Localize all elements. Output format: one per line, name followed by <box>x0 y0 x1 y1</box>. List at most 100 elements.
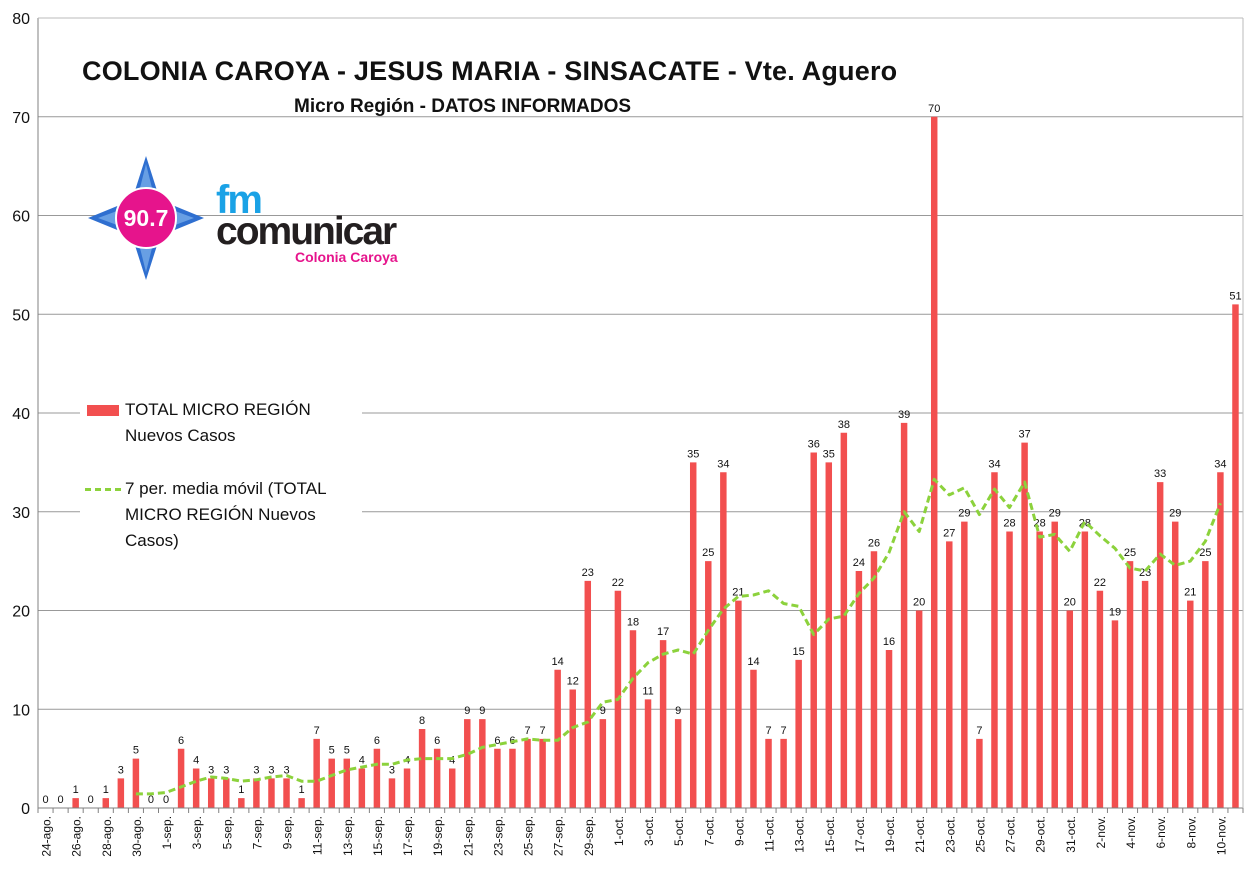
x-tick-label: 15-oct. <box>823 816 837 853</box>
bar-value-label: 5 <box>133 745 139 757</box>
bar-value-label: 1 <box>103 784 109 796</box>
bar <box>825 462 833 808</box>
bar <box>238 798 245 808</box>
bar-value-label: 5 <box>344 745 350 757</box>
bar <box>1156 482 1164 808</box>
bar <box>720 472 727 808</box>
bar <box>448 768 456 808</box>
legend-line-label-2: MICRO REGIÓN Nuevos <box>125 505 316 524</box>
bar <box>388 778 396 808</box>
x-tick-label: 19-sep. <box>431 816 445 856</box>
bar <box>1096 590 1104 808</box>
bar <box>1171 521 1179 808</box>
bar-value-label: 8 <box>419 715 425 727</box>
bar <box>1051 521 1058 808</box>
bar-value-label: 27 <box>943 527 955 539</box>
bar-value-label: 29 <box>1169 508 1181 520</box>
bar-value-label: 25 <box>702 547 714 559</box>
bar <box>1021 442 1028 808</box>
x-tick-label: 21-oct. <box>913 816 927 853</box>
bar <box>674 719 682 808</box>
bar-value-label: 35 <box>687 448 699 460</box>
bar-value-label: 3 <box>253 764 259 776</box>
bar-value-label: 4 <box>193 755 199 767</box>
x-tick-label: 9-oct. <box>732 816 746 846</box>
bar-value-label: 37 <box>1018 429 1030 441</box>
bar-value-label: 19 <box>1109 606 1121 618</box>
y-tick-label: 70 <box>12 110 30 127</box>
bar-value-label: 26 <box>868 537 880 549</box>
legend: TOTAL MICRO REGIÓN Nuevos Casos 7 per. m… <box>80 390 362 560</box>
bar <box>132 758 140 808</box>
bar-value-label: 7 <box>524 725 530 737</box>
bar-value-label: 3 <box>208 764 214 776</box>
bar-value-label: 1 <box>73 784 79 796</box>
bar <box>659 640 667 808</box>
bar-value-label: 12 <box>567 676 579 688</box>
bar <box>509 748 516 808</box>
y-tick-label: 20 <box>12 604 30 621</box>
bar-value-label: 22 <box>612 577 624 589</box>
bar <box>1111 620 1119 808</box>
x-tick-label: 26-ago. <box>70 816 84 857</box>
y-tick-label: 10 <box>12 702 30 719</box>
bar <box>494 748 501 808</box>
bar-value-label: 0 <box>88 794 94 806</box>
bar <box>403 768 411 808</box>
radio-logo: 90.7 fm comunicar Colonia Caroya <box>88 156 408 281</box>
bar-value-label: 20 <box>1064 597 1076 609</box>
bar <box>930 116 938 808</box>
bar <box>705 561 712 808</box>
bar <box>569 689 576 808</box>
bar-series <box>72 116 1239 808</box>
frequency-badge <box>116 188 176 248</box>
bar <box>1202 561 1209 808</box>
bar-value-label: 34 <box>988 458 1000 470</box>
x-tick-label: 23-oct. <box>943 816 957 853</box>
bar <box>976 738 983 808</box>
bar <box>373 748 381 808</box>
bar-value-label: 36 <box>808 439 820 451</box>
bar-value-label: 70 <box>928 103 940 115</box>
bar-value-label: 23 <box>1139 567 1151 579</box>
bar <box>780 738 787 808</box>
x-axis-tick-labels: 24-ago. 26-ago. 28-ago. 30-ago. 1-sep. 3-sep.… <box>37 808 1244 857</box>
x-tick-label: 13-sep. <box>341 816 355 856</box>
bar <box>1006 531 1013 808</box>
y-tick-label: 40 <box>12 406 30 423</box>
x-tick-label: 28-ago. <box>100 816 114 857</box>
bar-value-label: 33 <box>1154 468 1166 480</box>
bar-value-label: 6 <box>178 735 184 747</box>
bar-value-label: 5 <box>329 745 335 757</box>
bar-value-label: 15 <box>793 646 805 658</box>
bar <box>629 630 637 808</box>
x-tick-label: 24-ago. <box>40 816 54 857</box>
bar-value-label: 18 <box>627 616 639 628</box>
bar <box>599 719 607 808</box>
bar-value-label: 1 <box>299 784 305 796</box>
bar-value-label: 22 <box>1094 577 1106 589</box>
bar <box>433 748 441 808</box>
bar-value-label: 14 <box>552 656 564 668</box>
bar-value-label: 6 <box>434 735 440 747</box>
x-tick-label: 31-oct. <box>1064 816 1078 853</box>
bar <box>1081 531 1089 808</box>
y-tick-label: 60 <box>12 209 30 226</box>
x-tick-label: 29-oct. <box>1034 816 1048 853</box>
bar-value-label: 25 <box>1199 547 1211 559</box>
x-tick-label: 8-nov. <box>1184 816 1198 848</box>
bar <box>1126 561 1134 808</box>
bar-value-label: 9 <box>464 705 470 717</box>
legend-line-swatch <box>85 488 121 491</box>
x-tick-label: 11-oct. <box>763 816 777 852</box>
bar <box>464 719 471 808</box>
bar-value-label: 0 <box>42 794 48 806</box>
bar <box>885 650 893 808</box>
bar-value-label: 0 <box>163 794 169 806</box>
x-tick-label: 15-sep. <box>371 816 385 856</box>
x-tick-label: 29-sep. <box>582 816 596 856</box>
bar-value-label: 6 <box>494 735 500 747</box>
bar <box>207 778 215 808</box>
bar <box>946 541 953 808</box>
